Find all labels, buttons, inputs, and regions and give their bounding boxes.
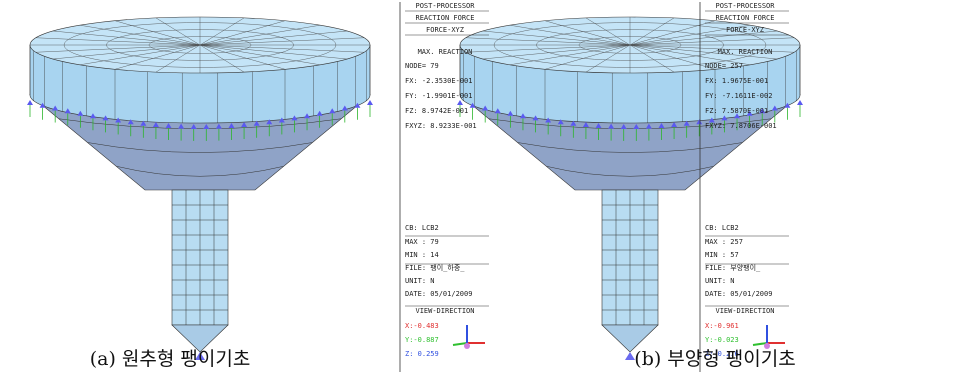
summary-line: DATE: 05/01/2009 (405, 290, 472, 298)
reaction-head (27, 100, 33, 105)
reaction-head (457, 100, 463, 105)
header-line: FORCE-XYZ (426, 26, 464, 34)
summary-line: FILE: 부양팽이_ (705, 263, 761, 272)
reaction-line: FXYZ: 8.9233E-001 (405, 122, 477, 130)
max-reaction: MAX. REACTION (718, 48, 773, 56)
max-reaction: MAX. REACTION (418, 48, 473, 56)
header-line: REACTION FORCE (415, 14, 474, 22)
load-case: CB: LCB2 (705, 224, 739, 232)
caption: (a) 원추형 팽이기초 (90, 348, 251, 370)
axis-origin (464, 343, 470, 349)
reaction-line: NODE= 79 (405, 62, 439, 70)
reaction-line: FXYZ: 7.8706E-001 (705, 122, 777, 130)
view-line: X:-0.961 (705, 322, 739, 330)
summary-line: MAX : 79 (405, 238, 439, 246)
reaction-line: FZ: 8.9742E-001 (405, 107, 468, 115)
caption: (b) 부양형 팽이기초 (634, 348, 795, 370)
view-title: VIEW-DIRECTION (415, 307, 474, 315)
reaction-head (797, 100, 803, 105)
reaction-head (367, 100, 373, 105)
reaction-line: FY: -7.1611E-002 (705, 92, 772, 100)
view-line: X:-0.483 (405, 322, 439, 330)
header-line: FORCE-XYZ (726, 26, 764, 34)
reaction-line: FX: 1.9675E-001 (705, 77, 768, 85)
reaction-line: FZ: 7.5870E-001 (705, 107, 768, 115)
figure: POST-PROCESSOR REACTION FORCE FORCE-XYZ MAX… (0, 0, 978, 383)
summary-line: MAX : 257 (705, 238, 743, 246)
summary-line: FILE: 팽이_하중_ (405, 263, 465, 272)
view-line: Y:-0.887 (405, 336, 439, 344)
fem-model (27, 17, 373, 360)
header-line: POST-PROCESSOR (415, 2, 475, 10)
view-title: VIEW-DIRECTION (715, 307, 774, 315)
load-case: CB: LCB2 (405, 224, 439, 232)
reaction-line: FY: -1.9901E-001 (405, 92, 472, 100)
reaction-line: NODE= 257 (705, 62, 743, 70)
reaction-line: FX: -2.3530E-001 (405, 77, 472, 85)
header-line: POST-PROCESSOR (715, 2, 775, 10)
summary-line: DATE: 05/01/2009 (705, 290, 772, 298)
view-line: Z: 0.259 (405, 350, 439, 358)
summary-line: UNIT: N (405, 277, 435, 285)
summary-line: MIN : 57 (705, 251, 739, 259)
summary-line: MIN : 14 (405, 251, 439, 259)
view-line: Y:-0.023 (705, 336, 739, 344)
header-line: REACTION FORCE (715, 14, 774, 22)
summary-line: UNIT: N (705, 277, 735, 285)
